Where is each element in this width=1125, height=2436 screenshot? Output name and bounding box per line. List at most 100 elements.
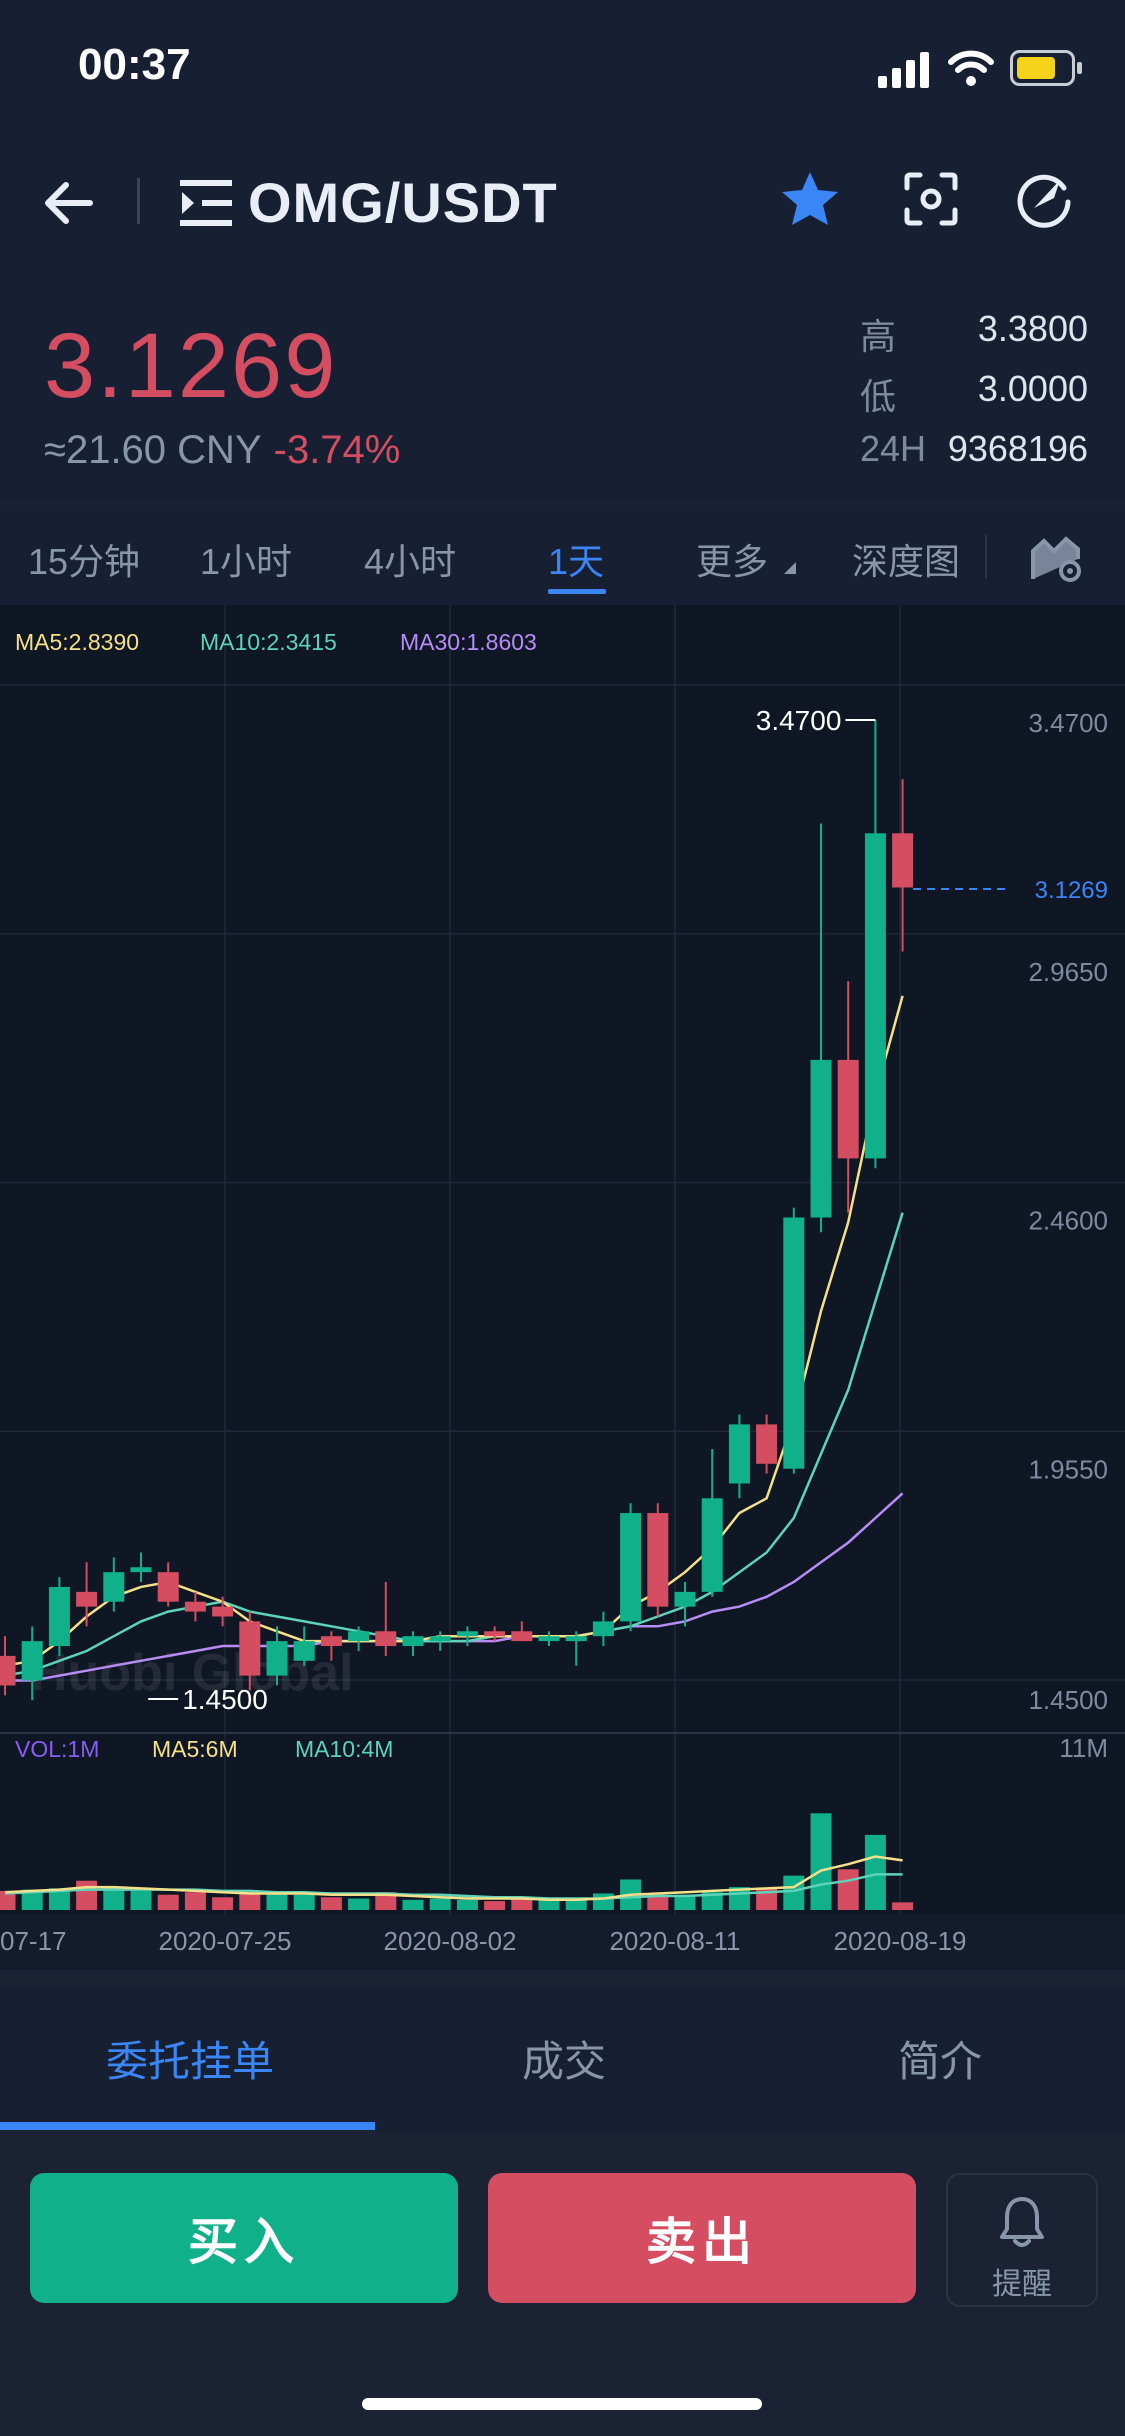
- volume-bar: [538, 1899, 560, 1910]
- candle-body: [456, 1631, 478, 1637]
- candle-body: [103, 1572, 125, 1602]
- volume-bar: [76, 1880, 98, 1910]
- status-bar: 00:37: [0, 0, 1125, 140]
- volume-bar: [837, 1869, 859, 1910]
- y-axis-tick-label: 2.4600: [1028, 1206, 1108, 1236]
- candle-body: [484, 1631, 506, 1637]
- candle-body: [429, 1636, 451, 1642]
- cellular-signal-icon: [878, 52, 929, 88]
- x-axis-tick-label: 2020-08-11: [609, 1926, 740, 1956]
- volume-bar: [674, 1894, 696, 1910]
- volume-bar: [456, 1899, 478, 1910]
- tab-introduction[interactable]: 简介: [898, 2038, 983, 2085]
- tab-more[interactable]: 更多: [696, 533, 797, 585]
- volume-bar: [484, 1901, 506, 1910]
- volume-bar: [184, 1892, 206, 1910]
- volume-bar: [48, 1888, 70, 1910]
- nav-bar: OMG/USDT: [0, 140, 1125, 310]
- active-tab-underline: [548, 589, 606, 594]
- tab-open-orders[interactable]: 委托挂单: [106, 2038, 275, 2085]
- pair-title[interactable]: OMG/USDT: [248, 171, 558, 234]
- tab-trades[interactable]: 成交: [522, 2038, 607, 2085]
- volume-ma5-line: [4, 1855, 903, 1902]
- candle-body: [864, 833, 886, 1159]
- vol-indicator: VOL:1M: [15, 1736, 99, 1762]
- low-marker-label: 1.4500: [182, 1684, 268, 1715]
- ma10-indicator: MA10:2.3415: [200, 629, 337, 655]
- bell-icon: [1000, 2197, 1044, 2247]
- candle-body: [756, 1424, 778, 1464]
- high-value: 3.3800: [977, 308, 1088, 349]
- high-marker-label: 3.4700: [756, 705, 842, 736]
- tab-4hour[interactable]: 4小时: [364, 541, 457, 582]
- candle-body: [511, 1631, 533, 1642]
- volume-bar: [239, 1890, 261, 1910]
- bottom-tab-underline: [0, 2122, 375, 2130]
- candles: [0, 720, 914, 1701]
- candle-body: [130, 1567, 152, 1573]
- tab-more-label: 更多: [696, 541, 769, 582]
- volume-24h-value: 9368196: [947, 428, 1088, 469]
- switch-view-icon[interactable]: [1014, 168, 1074, 228]
- volume-bar: [701, 1892, 723, 1910]
- volume-bar: [783, 1875, 805, 1910]
- tab-1day[interactable]: 1天: [548, 541, 605, 582]
- candle-body: [293, 1641, 315, 1661]
- candle-body: [48, 1586, 70, 1647]
- chart-settings-icon[interactable]: [1030, 533, 1084, 583]
- tab-15min[interactable]: 15分钟: [28, 541, 141, 582]
- price-alert-button[interactable]: 提醒: [946, 2173, 1098, 2307]
- volume-bar: [892, 1902, 914, 1910]
- low-label: 低: [860, 376, 897, 417]
- y-axis-tick-label: 1.9550: [1028, 1454, 1108, 1484]
- candle-body: [783, 1217, 805, 1469]
- volume-bar: [647, 1894, 669, 1910]
- volume-bar: [565, 1898, 587, 1910]
- battery-icon: [1010, 50, 1082, 86]
- home-indicator: [362, 2398, 762, 2410]
- chart-labels: 3.4700 2.9650 2.4600 1.9550 1.4500 07-17 2020-…: [0, 705, 1108, 1956]
- candle-body: [647, 1513, 669, 1607]
- candle-body: [266, 1641, 288, 1676]
- volume-bar: [266, 1892, 288, 1910]
- ma5-line: [4, 995, 904, 1667]
- volume-bar: [375, 1892, 397, 1910]
- y-axis-tick-label: 1.4500: [1028, 1685, 1108, 1715]
- candle-body: [701, 1498, 723, 1592]
- volume-bar: [21, 1889, 43, 1910]
- candle-body: [837, 1059, 859, 1159]
- volume-bar: [103, 1887, 125, 1910]
- screenshot-scan-icon[interactable]: [904, 172, 958, 226]
- candle-body: [674, 1591, 696, 1607]
- x-axis-tick-label: 07-17: [0, 1926, 67, 1956]
- x-axis-strip: [0, 1915, 1125, 1970]
- volume-bar: [810, 1813, 832, 1910]
- back-arrow-icon[interactable]: [40, 175, 96, 231]
- buy-button[interactable]: 买入: [30, 2173, 458, 2303]
- candle-body: [320, 1636, 342, 1647]
- volume-bar: [592, 1893, 614, 1910]
- cny-value: ≈21.60 CNY: [44, 428, 262, 472]
- current-price-label: 3.1269: [1035, 877, 1108, 904]
- sell-button[interactable]: 卖出: [488, 2173, 916, 2303]
- kline-chart[interactable]: Huobi Global 3.4700 2.9650 2.4600 1.9550 1.4…: [0, 605, 1125, 1970]
- candle-body: [212, 1606, 234, 1617]
- last-price: 3.1269: [44, 315, 338, 417]
- volume-bar: [130, 1890, 152, 1910]
- dropdown-triangle-icon: [784, 562, 797, 574]
- ma-lines: [4, 995, 904, 1682]
- pair-list-menu-icon[interactable]: [180, 178, 232, 228]
- alert-label: 提醒: [992, 2268, 1052, 2301]
- candle-body: [810, 1059, 832, 1218]
- volume-bar: [212, 1897, 234, 1910]
- y-axis-tick-label: 2.9650: [1028, 957, 1108, 987]
- candle-body: [184, 1601, 206, 1612]
- volume-bar: [320, 1897, 342, 1910]
- tab-depth-chart[interactable]: 深度图: [852, 541, 961, 582]
- high-label: 高: [860, 316, 897, 357]
- low-value: 3.0000: [977, 368, 1088, 409]
- tab-1hour[interactable]: 1小时: [200, 541, 293, 582]
- volume-bar: [864, 1834, 886, 1910]
- candle-body: [565, 1636, 587, 1642]
- favorite-star-icon[interactable]: [780, 170, 840, 228]
